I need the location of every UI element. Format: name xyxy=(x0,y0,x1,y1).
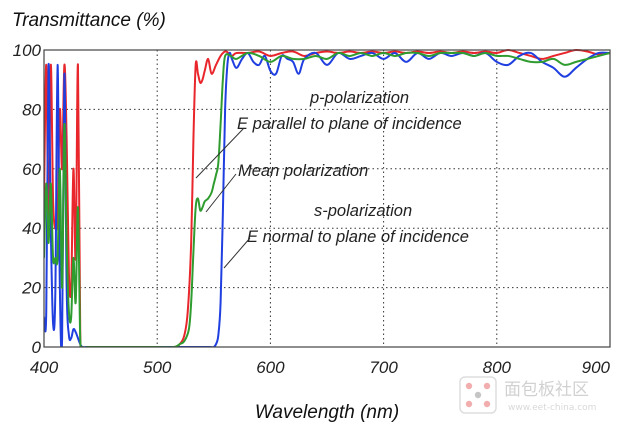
leader-line-s xyxy=(223,237,251,269)
watermark-text: 面包板社区 xyxy=(504,380,589,400)
annotation-e-normal: E normal to plane of incidence xyxy=(247,228,469,246)
y-tick-label: 100 xyxy=(13,41,42,60)
watermark-url: www.eet-china.com xyxy=(508,403,596,413)
chart-title: Transmittance (%) xyxy=(12,10,166,31)
x-axis-title: Wavelength (nm) xyxy=(255,402,399,423)
leader-line-mean xyxy=(205,173,237,213)
x-tick-label: 900 xyxy=(582,358,611,377)
x-tick-label: 700 xyxy=(369,358,398,377)
red-series-line xyxy=(44,48,610,347)
green-series-line xyxy=(44,51,610,347)
watermark-logo-icon xyxy=(459,376,497,414)
x-tick-label: 500 xyxy=(143,358,172,377)
annotation-mean-polarization: Mean polarization xyxy=(238,162,368,180)
x-tick-label: 400 xyxy=(30,358,59,377)
annotation-s-polarization: s-polarization xyxy=(314,202,412,220)
x-tick-labels: 400 500 600 700 800 900 xyxy=(30,358,611,377)
series-lines xyxy=(44,48,610,347)
y-tick-label: 40 xyxy=(22,219,41,238)
watermark: 面包板社区 www.eet-china.com xyxy=(459,376,596,414)
y-tick-labels: 0 20 40 60 80 100 xyxy=(13,41,42,357)
annotation-e-parallel: E parallel to plane of incidence xyxy=(237,115,462,133)
y-tick-label: 80 xyxy=(22,100,41,119)
y-tick-label: 60 xyxy=(22,160,41,179)
annotation-p-polarization: p-polarization xyxy=(309,89,409,107)
leader-line-p xyxy=(195,127,245,179)
x-tick-label: 600 xyxy=(256,358,285,377)
plot-frame xyxy=(43,49,611,348)
y-tick-label: 0 xyxy=(32,338,42,357)
x-tick-label: 800 xyxy=(483,358,512,377)
grid-lines xyxy=(44,50,610,347)
y-tick-label: 20 xyxy=(21,279,41,298)
